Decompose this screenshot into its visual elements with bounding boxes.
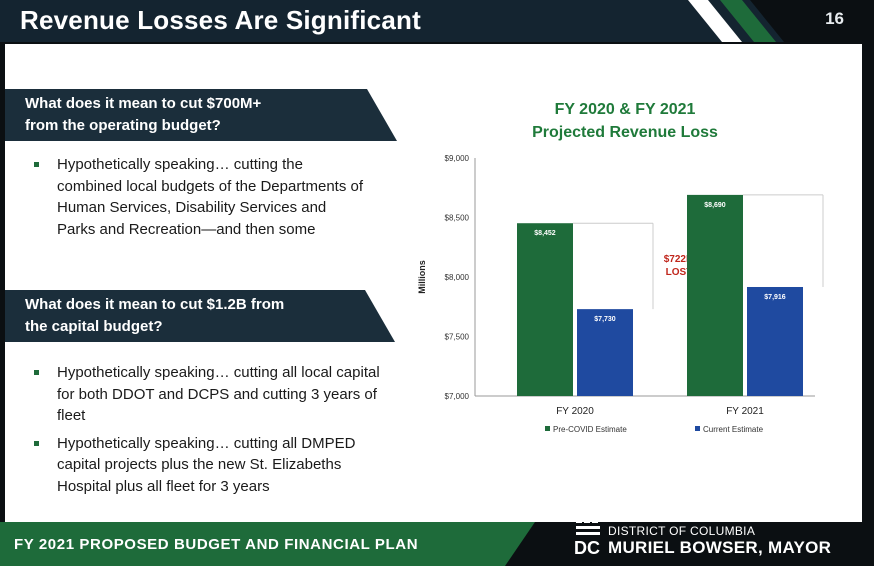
logo-line: DISTRICT OF COLUMBIA	[608, 524, 756, 538]
chart-title: FY 2020 & FY 2021 Projected Revenue Loss	[475, 98, 775, 144]
slide-number: 16	[825, 9, 844, 28]
slide-title: Revenue Losses Are Significant	[20, 5, 421, 35]
revenue-loss-bar-chart: $7,000 $7,500 $8,000 $8,500 $9,000 Millions $8…	[417, 154, 824, 434]
dc-flag-icon: DC	[574, 518, 600, 558]
question-capital-budget: What does it mean to cut $1.2B from the …	[5, 290, 395, 342]
capital-bullets: Hypothetically speaking… cutting all loc…	[33, 362, 393, 503]
bar-data-label: $7,916	[764, 294, 786, 301]
question-line: from the operating budget?	[25, 117, 221, 134]
bar-data-label: $8,690	[704, 202, 726, 209]
y-tick-label: $8,000	[445, 273, 470, 282]
bar-current	[577, 309, 633, 396]
legend-swatch	[545, 426, 550, 431]
svg-text:DC: DC	[574, 538, 600, 558]
legend-entry: Current Estimate	[703, 425, 764, 434]
stripe-green	[720, 0, 776, 42]
legend-entry: Pre-COVID Estimate	[553, 425, 627, 434]
y-tick-label: $9,000	[445, 154, 470, 163]
bar-pre-covid	[517, 223, 573, 396]
slide-footer: FY 2021 PROPOSED BUDGET AND FINANCIAL PL…	[0, 522, 874, 566]
bar-data-label: $7,730	[594, 316, 616, 323]
bullet-item: Hypothetically speaking… cutting all DMP…	[33, 433, 393, 498]
chart-title-line: FY 2020 & FY 2021	[554, 101, 696, 118]
content-area: What does it mean to cut $700M+ from the…	[5, 44, 862, 522]
question-line: What does it mean to cut $700M+	[25, 95, 262, 112]
y-tick-label: $7,000	[445, 392, 470, 401]
footer-text: FY 2021 PROPOSED BUDGET AND FINANCIAL PL…	[14, 536, 419, 553]
y-axis-label: Millions	[417, 260, 427, 294]
logo-mayor-line: MURIEL BOWSER, MAYOR	[608, 538, 832, 557]
bullet-item: Hypothetically speaking… cutting all loc…	[33, 362, 393, 427]
question-line: the capital budget?	[25, 318, 163, 335]
bullet-item: Hypothetically speaking… cutting the com…	[33, 154, 363, 240]
question-line: What does it mean to cut $1.2B from	[25, 296, 285, 313]
y-tick-label: $8,500	[445, 214, 470, 223]
question-operating-budget: What does it mean to cut $700M+ from the…	[5, 89, 397, 141]
stripe-dark	[750, 0, 874, 42]
operating-bullets: Hypothetically speaking… cutting the com…	[33, 154, 363, 246]
footer-band: FY 2021 PROPOSED BUDGET AND FINANCIAL PL…	[0, 522, 535, 566]
logo-line: GOVERNMENT OF THE	[608, 510, 747, 524]
loss-annotation: $722M	[664, 254, 695, 265]
bar-current	[747, 286, 803, 396]
slide-header: Revenue Losses Are Significant 16	[0, 0, 874, 42]
chart-title-line: Projected Revenue Loss	[532, 124, 718, 141]
bar-pre-covid	[687, 194, 743, 396]
loss-annotation: LOST	[666, 267, 693, 278]
stripe-white	[688, 0, 742, 42]
header-stripes-decoration	[688, 0, 874, 42]
bar-data-label: $8,452	[534, 230, 556, 237]
dc-government-logo: DC GOVERNMENT OF THE DISTRICT OF COLUMBI…	[574, 506, 864, 562]
y-tick-label: $7,500	[445, 333, 470, 342]
x-tick-label: FY 2020	[556, 406, 594, 417]
legend-swatch	[695, 426, 700, 431]
x-tick-label: FY 2021	[726, 406, 764, 417]
